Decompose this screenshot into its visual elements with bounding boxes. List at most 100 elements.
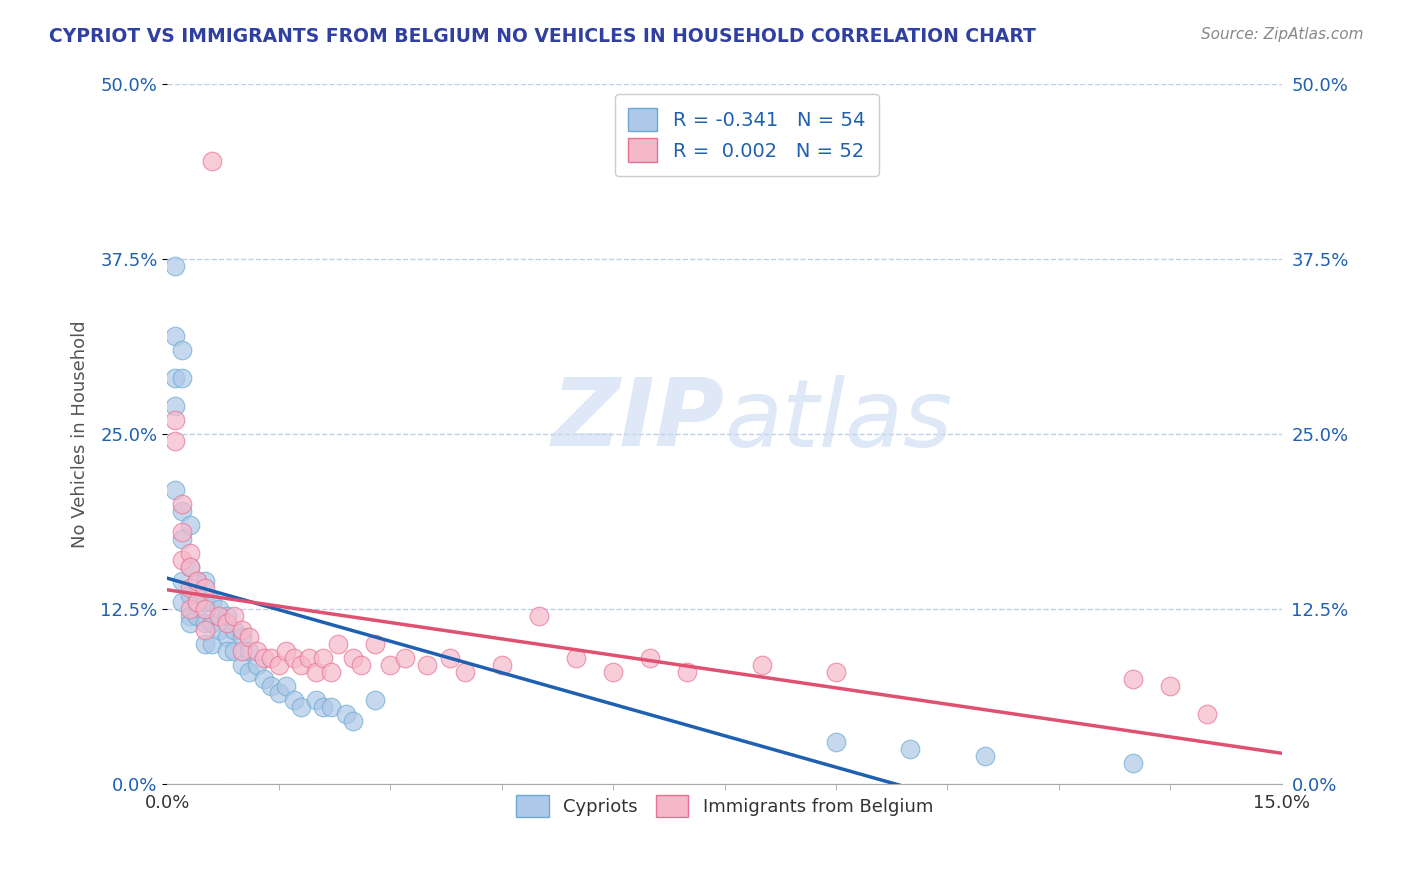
Point (186, 574, 208, 589)
Point (527, 609, 550, 624)
Point (349, 658, 371, 673)
Point (194, 616, 217, 631)
Point (231, 624, 253, 638)
Point (283, 693, 305, 707)
Point (163, 483, 186, 498)
Point (825, 665, 848, 680)
Point (179, 589, 201, 603)
Text: CYPRIOT VS IMMIGRANTS FROM BELGIUM NO VEHICLES IN HOUSEHOLD CORRELATION CHART: CYPRIOT VS IMMIGRANTS FROM BELGIUM NO VE… (49, 27, 1036, 45)
Point (186, 609, 208, 624)
Point (260, 651, 283, 665)
Point (163, 329, 186, 343)
Point (201, 595, 224, 609)
Point (342, 714, 364, 729)
Point (319, 700, 342, 714)
Point (179, 560, 201, 574)
Point (312, 700, 335, 714)
Point (186, 595, 208, 609)
Point (364, 637, 387, 651)
Point (194, 595, 217, 609)
Point (342, 651, 364, 665)
Point (283, 651, 305, 665)
Point (163, 371, 186, 385)
Point (973, 749, 995, 764)
Point (751, 658, 773, 673)
Point (319, 665, 342, 680)
Point (179, 518, 201, 533)
Point (208, 609, 231, 624)
Point (186, 574, 208, 589)
Text: atlas: atlas (724, 375, 953, 466)
Point (439, 651, 461, 665)
Y-axis label: No Vehicles in Household: No Vehicles in Household (72, 320, 89, 549)
Point (194, 574, 217, 589)
Point (1197, 707, 1219, 722)
Point (163, 434, 186, 449)
Point (394, 651, 416, 665)
Point (676, 665, 699, 680)
Point (297, 651, 319, 665)
Point (215, 631, 238, 645)
Point (231, 658, 253, 673)
Point (194, 582, 217, 596)
Point (825, 735, 848, 749)
Point (491, 658, 513, 673)
Point (172, 533, 194, 547)
Point (208, 624, 231, 638)
Point (224, 624, 246, 638)
Text: Source: ZipAtlas.com: Source: ZipAtlas.com (1201, 27, 1364, 42)
Point (172, 525, 194, 540)
Point (163, 413, 186, 427)
Point (565, 651, 588, 665)
Point (179, 609, 201, 624)
Point (179, 602, 201, 616)
Point (364, 693, 387, 707)
Point (328, 637, 350, 651)
Point (172, 595, 194, 609)
Point (290, 658, 312, 673)
Point (201, 637, 224, 651)
Point (201, 154, 224, 169)
Point (208, 602, 231, 616)
Point (179, 582, 201, 596)
Point (201, 616, 224, 631)
Point (335, 707, 357, 722)
Point (602, 665, 624, 680)
Point (260, 680, 283, 694)
Point (898, 742, 921, 756)
Point (215, 616, 238, 631)
Point (215, 609, 238, 624)
Point (276, 644, 298, 658)
Point (290, 700, 312, 714)
Point (172, 498, 194, 512)
Point (163, 400, 186, 414)
Point (640, 651, 662, 665)
Point (163, 260, 186, 274)
Point (238, 631, 260, 645)
Point (245, 644, 267, 658)
Point (238, 644, 260, 658)
Point (224, 644, 246, 658)
Point (267, 658, 290, 673)
Point (179, 546, 201, 560)
Point (253, 673, 276, 687)
Point (172, 371, 194, 385)
Point (380, 658, 402, 673)
Point (179, 560, 201, 574)
Point (179, 616, 201, 631)
Point (305, 693, 328, 707)
Point (194, 602, 217, 616)
Point (172, 504, 194, 518)
Text: ZIP: ZIP (551, 375, 724, 467)
Point (172, 553, 194, 567)
Point (194, 624, 217, 638)
Point (172, 574, 194, 589)
Legend: Cypriots, Immigrants from Belgium: Cypriots, Immigrants from Belgium (509, 788, 941, 824)
Point (186, 589, 208, 603)
Point (416, 658, 439, 673)
Point (312, 651, 335, 665)
Point (1159, 680, 1181, 694)
Point (305, 665, 328, 680)
Point (238, 665, 260, 680)
Point (245, 658, 267, 673)
